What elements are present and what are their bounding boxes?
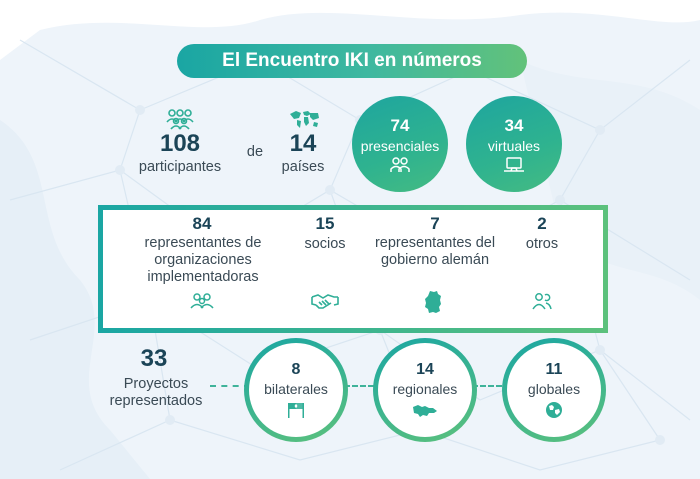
connector-text: de (246, 144, 264, 160)
regional-circle: 14 regionales (373, 338, 477, 442)
in-person-value: 74 (390, 116, 410, 135)
global-label: globales (527, 381, 581, 397)
countries-label: países (281, 159, 325, 175)
virtual-label: virtuales (487, 138, 541, 154)
connector-dash (210, 385, 250, 387)
others-label: otros (525, 236, 559, 252)
participants-value: 108 (159, 130, 201, 157)
germany-map-icon (425, 291, 441, 313)
virtual-circle: 34 virtuales (466, 96, 562, 192)
laptop-icon (504, 157, 524, 172)
global-value: 11 (545, 361, 563, 378)
world-map-icon (290, 111, 319, 128)
countries-value: 14 (289, 130, 317, 157)
global-circle: 11 globales (502, 338, 606, 442)
others-value: 2 (537, 214, 547, 233)
participants-label: participantes (138, 159, 222, 175)
region-map-icon (413, 405, 437, 417)
people-group-icon (190, 293, 214, 309)
handshake-icon (311, 294, 339, 309)
globe-icon (546, 402, 562, 418)
partners-value: 15 (315, 214, 335, 233)
projects-value: 33 (140, 345, 168, 372)
in-person-label: presenciales (360, 138, 440, 154)
connector-dash (344, 385, 374, 387)
flags-icon (288, 403, 304, 418)
connector-dash (472, 385, 502, 387)
bilateral-circle: 8 bilaterales (244, 338, 348, 442)
bilateral-value: 8 (291, 361, 301, 378)
projects-label: Proyectos representados (109, 376, 203, 409)
in-person-circle: 74 presenciales (352, 96, 448, 192)
two-people-icon (532, 293, 552, 310)
partners-label: socios (304, 236, 346, 252)
page-title: El Encuentro IKI en números (177, 44, 527, 78)
virtual-value: 34 (504, 116, 524, 135)
two-people-icon (390, 157, 410, 172)
regional-label: regionales (392, 381, 458, 397)
bilateral-label: bilaterales (264, 381, 328, 397)
regional-value: 14 (416, 361, 434, 378)
stakeholder-frame (98, 205, 608, 333)
org-reps-label: representantes de organizaciones impleme… (144, 235, 262, 285)
org-reps-value: 84 (192, 214, 212, 233)
gov-reps-label: representantes del gobierno alemán (374, 235, 496, 268)
people-group-icon (166, 109, 194, 130)
gov-reps-value: 7 (430, 214, 440, 233)
